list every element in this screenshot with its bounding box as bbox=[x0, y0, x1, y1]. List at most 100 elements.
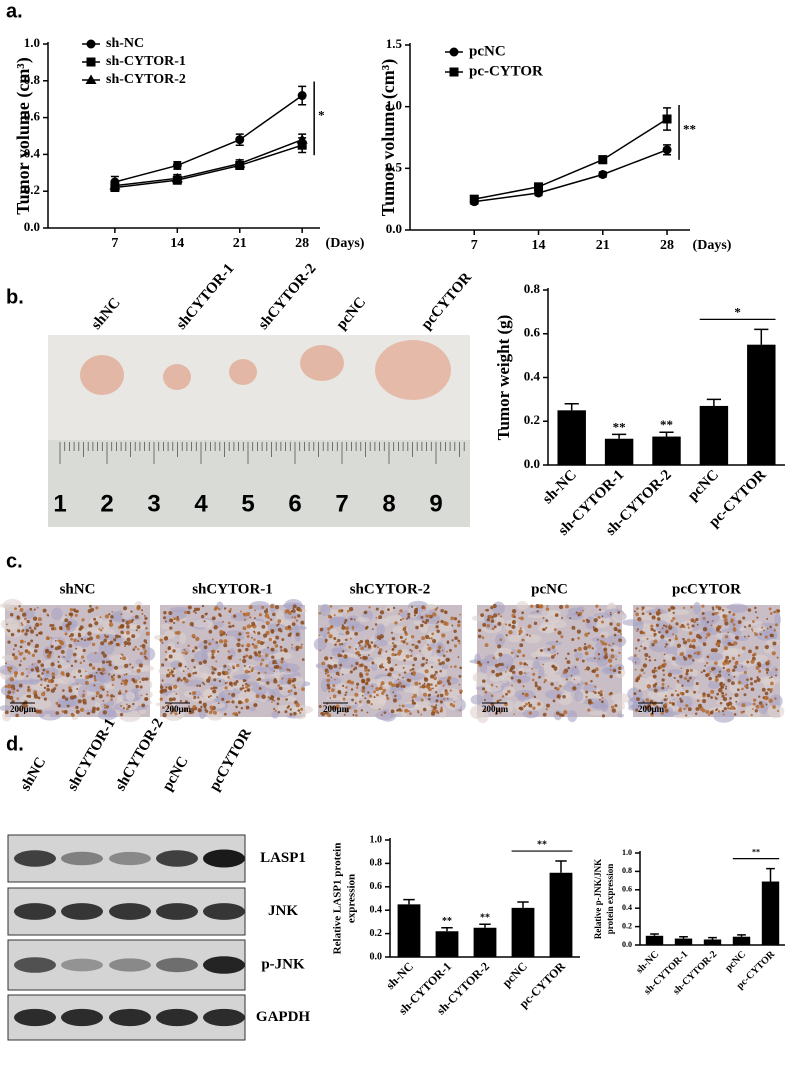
ihc-stain bbox=[636, 630, 638, 632]
ihc-stain bbox=[402, 676, 405, 679]
ihc-stain bbox=[177, 677, 181, 681]
ihc-stain bbox=[79, 707, 85, 713]
ihc-stain bbox=[561, 617, 564, 619]
ihc-stain bbox=[674, 636, 678, 641]
ihc-texture bbox=[439, 697, 454, 702]
ihc-stain bbox=[592, 669, 597, 674]
ihc-stain bbox=[584, 632, 589, 637]
ihc-stain bbox=[284, 710, 288, 714]
ihc-stain bbox=[97, 667, 101, 672]
ihc-stain bbox=[355, 661, 359, 666]
ihc-stain bbox=[453, 629, 457, 634]
bar bbox=[511, 907, 535, 957]
error-bar bbox=[679, 935, 688, 939]
ihc-texture bbox=[583, 683, 597, 693]
ihc-stain bbox=[80, 674, 82, 677]
ihc-stain bbox=[216, 650, 220, 653]
ihc-stain bbox=[491, 669, 495, 674]
ihc-stain bbox=[27, 650, 31, 654]
ihc-texture bbox=[470, 694, 484, 705]
ihc-stain bbox=[702, 616, 706, 620]
y-axis-label: expression bbox=[346, 874, 358, 923]
ihc-stain bbox=[337, 653, 342, 658]
ihc-stain bbox=[57, 645, 62, 650]
ihc-stain bbox=[360, 663, 364, 667]
ihc-stain bbox=[765, 668, 770, 672]
ihc-stain bbox=[643, 672, 646, 674]
ihc-stain bbox=[676, 679, 679, 682]
ihc-texture bbox=[756, 624, 766, 631]
ihc-stain bbox=[423, 606, 426, 610]
ihc-texture bbox=[617, 713, 625, 718]
ihc-stain bbox=[511, 609, 517, 614]
ihc-stain bbox=[679, 699, 684, 703]
ihc-stain bbox=[123, 663, 129, 668]
ihc-stain bbox=[435, 625, 439, 629]
ihc-stain bbox=[590, 680, 593, 683]
ihc-stain bbox=[635, 612, 640, 617]
ihc-stain bbox=[228, 625, 232, 629]
ihc-stain bbox=[758, 701, 763, 705]
ihc-stain bbox=[361, 686, 366, 690]
ihc-stain bbox=[216, 696, 218, 698]
ihc-stain bbox=[7, 690, 12, 695]
ihc-stain bbox=[517, 679, 522, 684]
ihc-stain bbox=[439, 700, 443, 704]
ihc-stain bbox=[715, 708, 719, 711]
ihc-stain bbox=[766, 627, 769, 630]
ihc-texture bbox=[165, 652, 183, 662]
ihc-stain bbox=[37, 659, 41, 664]
ihc-stain bbox=[671, 702, 676, 706]
ihc-stain bbox=[277, 627, 282, 632]
ihc-stain bbox=[263, 609, 269, 614]
ihc-stain bbox=[277, 623, 280, 626]
ihc-stain bbox=[683, 707, 686, 711]
ihc-stain bbox=[601, 620, 604, 624]
ihc-stain bbox=[337, 638, 341, 643]
ihc-stain bbox=[378, 615, 383, 620]
ihc-stain bbox=[433, 676, 437, 681]
ihc-texture bbox=[373, 639, 389, 647]
image-label: shCYTOR-2 bbox=[350, 581, 431, 597]
ihc-stain bbox=[224, 671, 229, 675]
ihc-stain bbox=[427, 643, 430, 647]
ihc-stain bbox=[33, 627, 37, 630]
y-tick-label: 0.2 bbox=[524, 412, 540, 427]
ihc-stain bbox=[641, 606, 645, 610]
ihc-texture bbox=[207, 678, 227, 687]
ihc-stain bbox=[342, 650, 345, 653]
ihc-stain bbox=[338, 642, 342, 646]
ihc-stain bbox=[601, 615, 604, 618]
y-tick-label: 1.0 bbox=[386, 98, 402, 113]
ihc-stain bbox=[750, 682, 754, 686]
ihc-stain bbox=[367, 691, 370, 694]
ihc-stain bbox=[343, 621, 347, 624]
ihc-stain bbox=[581, 609, 584, 612]
ihc-stain bbox=[292, 607, 295, 610]
ihc-stain bbox=[440, 619, 444, 624]
ihc-stain bbox=[612, 642, 615, 645]
ihc-texture bbox=[73, 636, 92, 648]
ihc-stain bbox=[394, 694, 397, 698]
ihc-texture bbox=[489, 674, 505, 683]
line bbox=[474, 118, 668, 200]
ihc-stain bbox=[412, 671, 416, 675]
ihc-texture bbox=[605, 634, 627, 648]
ihc-stain bbox=[280, 657, 284, 661]
ihc-stain bbox=[330, 676, 333, 679]
ihc-stain bbox=[195, 636, 200, 642]
ihc-stain bbox=[701, 611, 705, 615]
ihc-stain bbox=[14, 674, 17, 678]
ihc-stain bbox=[752, 708, 754, 710]
ihc-stain bbox=[36, 606, 39, 609]
ihc-stain bbox=[167, 703, 170, 707]
ihc-stain bbox=[176, 642, 179, 644]
ihc-stain bbox=[575, 657, 579, 662]
ihc-stain bbox=[140, 645, 142, 647]
ihc-stain bbox=[333, 664, 338, 669]
ihc-stain bbox=[120, 613, 123, 616]
ihc-stain bbox=[66, 626, 71, 631]
lane-label: pcCYTOR bbox=[207, 726, 255, 794]
y-tick-label: 0.4 bbox=[622, 903, 632, 912]
ihc-stain bbox=[329, 656, 333, 660]
